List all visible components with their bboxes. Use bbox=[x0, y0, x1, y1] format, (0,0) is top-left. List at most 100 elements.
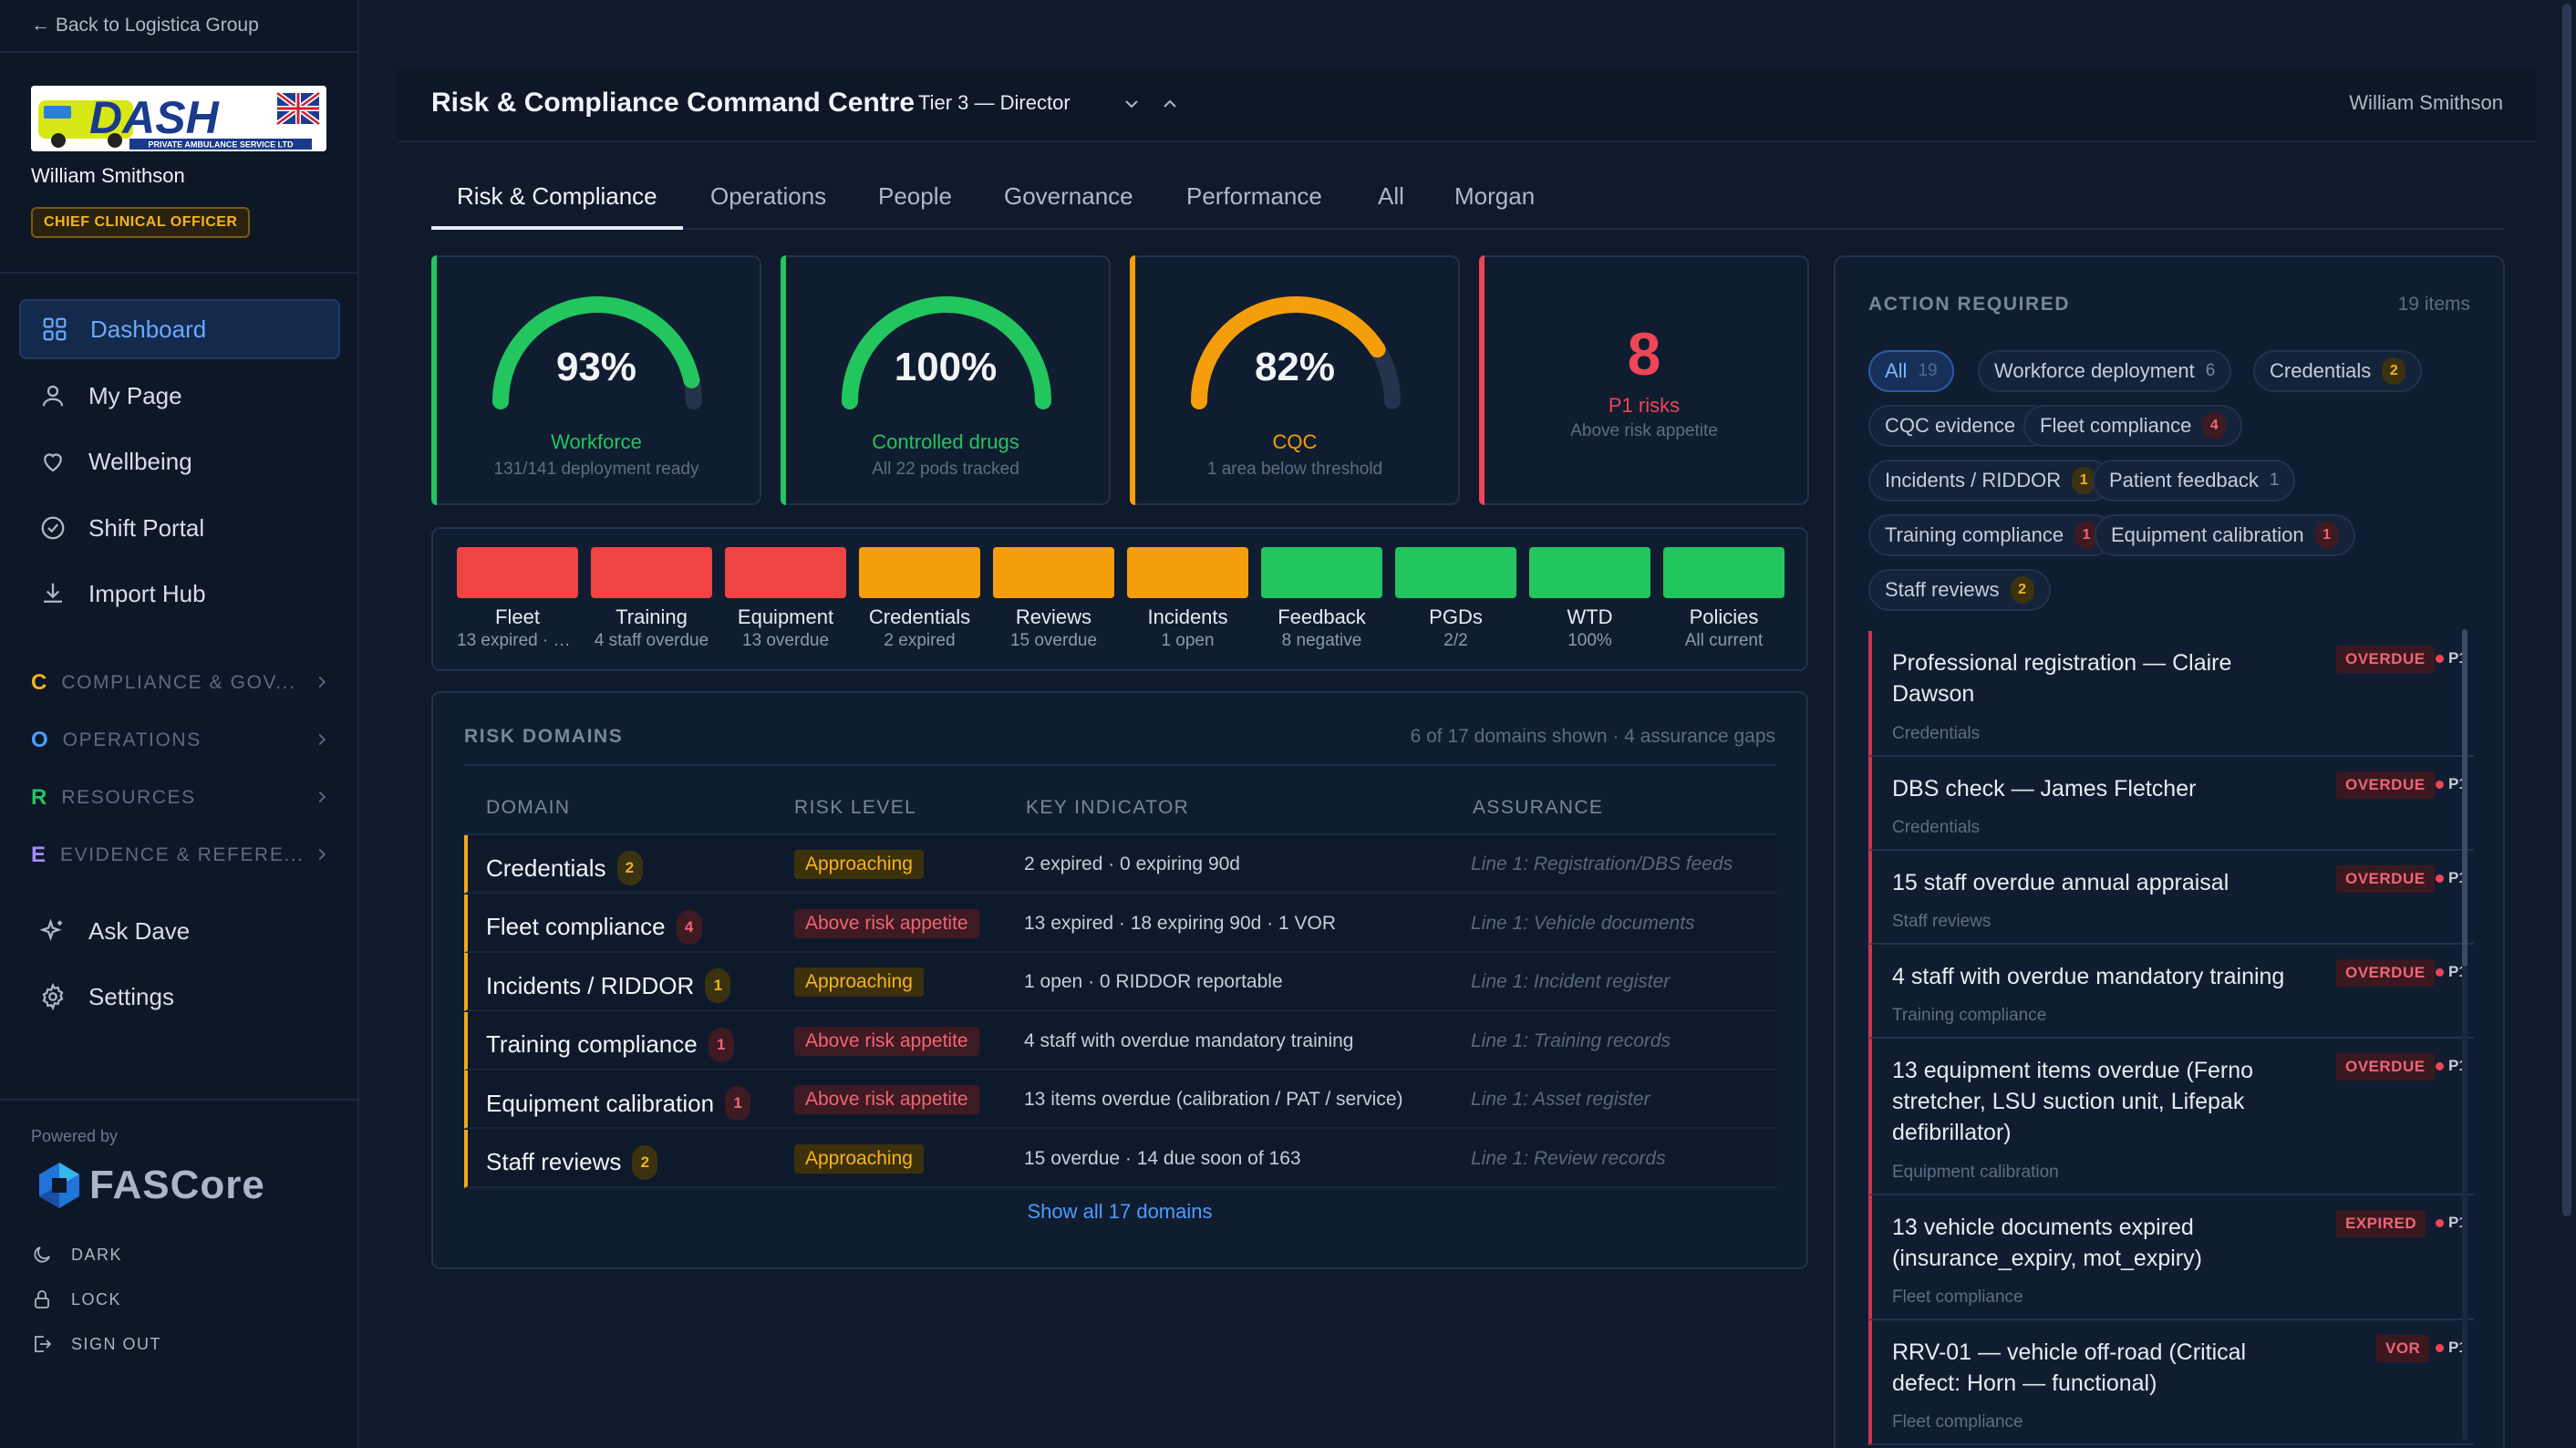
sparkle-icon bbox=[39, 918, 62, 941]
status-badge: VOR bbox=[2376, 1335, 2430, 1362]
gauge-card-controlled-drugs[interactable]: 100% Controlled drugs All 22 pods tracke… bbox=[781, 255, 1111, 505]
action-item[interactable]: DBS check — James Fletcher Credentials O… bbox=[1868, 757, 2474, 851]
nav-settings[interactable]: Settings bbox=[19, 967, 340, 1027]
action-list-scrollbar[interactable] bbox=[2462, 629, 2467, 1441]
back-to-group-link[interactable]: ← Back to Logistica Group bbox=[31, 15, 259, 36]
status-segment-fleet[interactable]: Fleet 13 expired · 18 expiring bbox=[457, 547, 578, 651]
gauge-card-cqc[interactable]: 82% CQC 1 area below threshold bbox=[1130, 255, 1460, 505]
download-icon bbox=[44, 583, 62, 603]
nav-wellbeing[interactable]: Wellbeing bbox=[19, 431, 340, 491]
status-segment-training[interactable]: Training 4 staff overdue bbox=[591, 547, 712, 651]
filter-chip-workforce-deployment[interactable]: Workforce deployment 6 bbox=[1978, 350, 2232, 392]
filter-chip-fleet-compliance[interactable]: Fleet compliance 4 bbox=[2023, 405, 2243, 447]
action-item[interactable]: 15 staff overdue annual appraisal Staff … bbox=[1868, 851, 2474, 945]
nav-ask-dave[interactable]: Ask Dave bbox=[19, 901, 340, 961]
action-item-category: Staff reviews bbox=[1892, 912, 1991, 931]
action-item[interactable]: 13 equipment items overdue (Ferno stretc… bbox=[1868, 1039, 2474, 1195]
status-segment-policies[interactable]: Policies All current bbox=[1663, 547, 1785, 651]
table-row[interactable]: Incidents / RIDDOR 1 Approaching 1 open ·… bbox=[464, 953, 1777, 1011]
section-operations[interactable]: O OPERATIONS bbox=[31, 722, 332, 759]
filter-chip-staff-reviews[interactable]: Staff reviews 2 bbox=[1868, 569, 2051, 611]
tab-risk-compliance[interactable]: Risk & Compliance bbox=[431, 182, 683, 230]
table-row[interactable]: Credentials 2 Approaching 2 expired · 0 e… bbox=[464, 835, 1777, 894]
show-all-domains-link[interactable]: Show all 17 domains bbox=[1027, 1200, 1213, 1223]
nav-dashboard[interactable]: Dashboard bbox=[19, 299, 340, 359]
nav-import-hub[interactable]: Import Hub bbox=[19, 564, 340, 624]
action-item[interactable]: 13 vehicle documents expired (insurance_… bbox=[1868, 1195, 2474, 1320]
chip-label: All bbox=[1885, 359, 1908, 382]
p1-risk-subtext: Above risk appetite bbox=[1570, 421, 1718, 440]
filter-chip-cqc-evidence[interactable]: CQC evidence1 bbox=[1868, 405, 2053, 447]
dark-mode-toggle[interactable]: DARK bbox=[31, 1241, 122, 1268]
priority-dot-icon bbox=[2436, 1062, 2444, 1070]
status-segment-subtext: 2 expired bbox=[884, 631, 956, 650]
domain-count-badge: 1 bbox=[725, 1086, 751, 1121]
action-item[interactable]: RRV-01 — vehicle off-road (Critical defe… bbox=[1868, 1320, 2474, 1445]
heart-icon bbox=[44, 453, 62, 472]
status-segment-credentials[interactable]: Credentials 2 expired bbox=[859, 547, 980, 651]
status-segment-wtd[interactable]: WTD 100% bbox=[1529, 547, 1650, 651]
nav-label: Ask Dave bbox=[88, 916, 191, 945]
tab-people[interactable]: People bbox=[878, 182, 952, 210]
chevron-down-icon[interactable] bbox=[1121, 93, 1143, 115]
sign-out-button[interactable]: SIGN OUT bbox=[31, 1330, 161, 1358]
status-segment-reviews[interactable]: Reviews 15 overdue bbox=[993, 547, 1114, 651]
section-compliance-gov[interactable]: C COMPLIANCE & GOV... bbox=[31, 665, 332, 701]
card-accent bbox=[1479, 255, 1485, 505]
status-segment-incidents[interactable]: Incidents 1 open bbox=[1127, 547, 1248, 651]
risk-domains-panel: RISK DOMAINS 6 of 17 domains shown · 4 a… bbox=[431, 691, 1808, 1269]
header-user-name[interactable]: William Smithson bbox=[2349, 91, 2503, 114]
domain-name: Staff reviews bbox=[486, 1148, 622, 1175]
filter-chip-all[interactable]: All 19 bbox=[1868, 350, 1954, 392]
status-segment-equipment[interactable]: Equipment 13 overdue bbox=[725, 547, 846, 651]
action-list-scroll-thumb[interactable] bbox=[2462, 629, 2467, 967]
tier-selector[interactable]: Tier 3 — Director bbox=[918, 91, 1071, 114]
filter-chip-patient-feedback[interactable]: Patient feedback 1 bbox=[2093, 460, 2296, 502]
nav-label: Import Hub bbox=[88, 579, 206, 607]
chip-count: 4 bbox=[2202, 412, 2227, 440]
filter-chip-training-compliance[interactable]: Training compliance 1 bbox=[1868, 514, 2116, 556]
lock-button[interactable]: LOCK bbox=[31, 1286, 121, 1313]
filter-chip-incidents-riddor[interactable]: Incidents / RIDDOR 1 bbox=[1868, 460, 2113, 502]
sign-out-icon bbox=[35, 1336, 52, 1352]
status-segment-name: Incidents bbox=[1147, 605, 1228, 628]
nav-shift-portal[interactable]: Shift Portal bbox=[19, 498, 340, 558]
assurance-source: Line 1: Review records bbox=[1471, 1147, 1666, 1169]
section-resources[interactable]: R RESOURCES bbox=[31, 780, 332, 816]
tab-all[interactable]: All bbox=[1378, 182, 1404, 210]
status-badge: OVERDUE bbox=[2336, 959, 2435, 987]
status-segment-subtext: All current bbox=[1684, 631, 1764, 650]
tab-governance[interactable]: Governance bbox=[1004, 182, 1133, 210]
table-row[interactable]: Equipment calibration 1 Above risk appeti… bbox=[464, 1070, 1777, 1129]
priority-dot-icon bbox=[2436, 1219, 2444, 1227]
priority-dot-icon bbox=[2436, 781, 2444, 789]
table-row[interactable]: Fleet compliance 4 Above risk appetite 13… bbox=[464, 894, 1777, 953]
action-item[interactable]: Professional registration — Claire Dawso… bbox=[1868, 631, 2474, 757]
key-indicator: 13 items overdue (calibration / PAT / se… bbox=[1024, 1089, 1403, 1110]
gauge-card-workforce[interactable]: 93% Workforce 131/141 deployment ready bbox=[431, 255, 761, 505]
status-segment-name: Training bbox=[616, 605, 688, 628]
action-item[interactable]: 4 staff with overdue mandatory training … bbox=[1868, 945, 2474, 1039]
tab-performance[interactable]: Performance bbox=[1186, 182, 1322, 210]
card-accent bbox=[781, 255, 786, 505]
section-label: RESOURCES bbox=[61, 787, 196, 808]
domain-name: Training compliance bbox=[486, 1030, 698, 1058]
status-segment-name: Feedback bbox=[1278, 605, 1366, 628]
filter-chip-credentials[interactable]: Credentials 2 bbox=[2253, 350, 2423, 392]
chevron-right-icon bbox=[318, 733, 326, 746]
page-scroll-thumb[interactable] bbox=[2562, 4, 2571, 1216]
tab-morgan[interactable]: Morgan bbox=[1454, 182, 1536, 210]
tab-operations[interactable]: Operations bbox=[710, 182, 827, 210]
status-segment-feedback[interactable]: Feedback 8 negative bbox=[1261, 547, 1382, 651]
action-item-category: Credentials bbox=[1892, 818, 1981, 837]
domain-name-cell: Fleet compliance 4 bbox=[486, 909, 702, 945]
section-evidence-reference[interactable]: E EVIDENCE & REFERE... bbox=[31, 837, 332, 874]
table-row[interactable]: Staff reviews 2 Approaching 15 overdue · … bbox=[464, 1129, 1777, 1188]
status-segment-pgds[interactable]: PGDs 2/2 bbox=[1395, 547, 1516, 651]
p1-risk-label: P1 risks bbox=[1608, 394, 1681, 417]
nav-my-page[interactable]: My Page bbox=[19, 366, 340, 426]
filter-chip-equipment-calibration[interactable]: Equipment calibration 1 bbox=[2095, 514, 2355, 556]
table-row[interactable]: Training compliance 1 Above risk appetite… bbox=[464, 1011, 1777, 1070]
p1-risks-card[interactable]: 8 P1 risks Above risk appetite bbox=[1479, 255, 1809, 505]
chevron-up-icon[interactable] bbox=[1159, 93, 1181, 115]
